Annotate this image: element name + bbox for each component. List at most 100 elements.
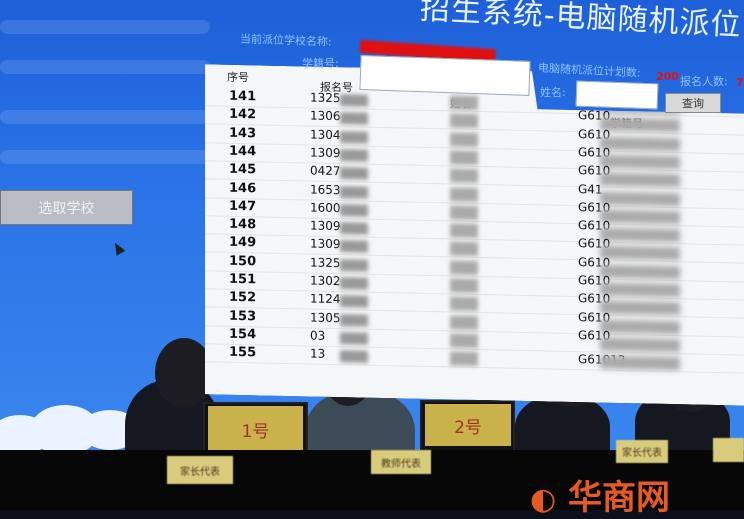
- blurred-sid: [600, 246, 680, 261]
- blurred-reg: [340, 314, 368, 327]
- blurred-reg: [340, 295, 368, 308]
- blurred-reg: [340, 241, 368, 254]
- table-card: 家长代表: [167, 456, 233, 484]
- mouse-cursor-icon: [110, 240, 126, 256]
- row-sid: G41: [578, 181, 603, 197]
- table-card: 教师代表: [371, 450, 431, 474]
- row-reg: 1600: [310, 200, 341, 215]
- row-seq: 154: [229, 326, 257, 343]
- blurred-sid: [600, 337, 680, 352]
- table-card: [713, 438, 744, 462]
- table-card: 家长代表: [616, 440, 668, 463]
- row-seq: 148: [229, 216, 257, 233]
- blurred-sid: [600, 228, 680, 243]
- nameplate-1: 1号: [208, 406, 303, 452]
- blurred-sid: [600, 154, 680, 169]
- blurred-name: [450, 224, 478, 239]
- logo-text: 华商网: [568, 478, 671, 518]
- blurred-name: [450, 150, 478, 165]
- applicants-label: 报名人数:: [680, 75, 728, 88]
- row-seq: 141: [229, 88, 257, 105]
- row-seq: 152: [229, 290, 257, 306]
- row-seq: 144: [229, 143, 257, 160]
- student-id-label: 学籍号:: [302, 57, 339, 70]
- row-seq: 146: [229, 180, 257, 196]
- row-reg: 1309: [310, 145, 341, 161]
- blurred-name: [450, 132, 478, 147]
- row-seq: 153: [229, 308, 257, 324]
- pick-school-button[interactable]: 选取学校: [0, 190, 133, 225]
- nameplate-2: 2号: [425, 404, 511, 446]
- query-button[interactable]: 查询: [665, 93, 721, 113]
- blurred-name: [450, 260, 478, 275]
- row-seq: 143: [229, 125, 257, 141]
- applicants-value: 7: [736, 76, 744, 89]
- row-seq: 149: [229, 235, 257, 251]
- blurred-sid: [600, 283, 680, 298]
- name-input[interactable]: [575, 80, 659, 110]
- plan-label: 电脑随机派位计划数:: [537, 61, 641, 80]
- blurred-sid: [600, 301, 680, 316]
- row-reg: 1302: [310, 273, 341, 289]
- blurred-sid: [600, 118, 680, 133]
- background-stripe: [0, 60, 210, 74]
- app-title: 招生系统-电脑随机派位: [419, 0, 743, 44]
- blurred-name: [450, 95, 478, 110]
- blurred-sid: [600, 191, 680, 206]
- row-seq: 150: [229, 253, 257, 270]
- blurred-reg: [340, 186, 368, 199]
- blurred-reg: [340, 350, 368, 363]
- blurred-sid: [600, 356, 680, 371]
- blurred-name: [450, 352, 478, 367]
- background-stripe: [0, 110, 210, 124]
- result-table: 序号 报名号 姓名 学籍号 141 1325 G610 142 1306 G61…: [205, 64, 744, 405]
- row-reg: 1309: [310, 218, 341, 234]
- row-reg: 1305: [310, 310, 341, 325]
- blurred-reg: [340, 131, 368, 144]
- row-reg: 1325: [310, 255, 341, 270]
- blurred-name: [450, 315, 478, 330]
- row-reg: 1653: [310, 181, 341, 197]
- blurred-sid: [600, 264, 680, 279]
- blurred-reg: [340, 149, 368, 162]
- logo: ◐ 华商网: [530, 478, 671, 518]
- row-reg: 0427: [310, 163, 341, 179]
- blurred-reg: [340, 222, 368, 235]
- blurred-name: [450, 169, 478, 184]
- blurred-reg: [340, 259, 368, 272]
- name-label: 姓名:: [540, 86, 566, 99]
- blurred-sid: [600, 319, 680, 334]
- background-stripe: [0, 20, 210, 34]
- row-seq: 147: [229, 198, 257, 215]
- student-id-input[interactable]: [359, 55, 531, 96]
- person-head: [155, 338, 213, 408]
- background-stripe: [0, 150, 210, 164]
- row-reg: 1306: [310, 108, 341, 124]
- blurred-reg: [340, 204, 368, 217]
- row-reg: 03: [310, 328, 326, 343]
- header-seq: 序号: [227, 70, 249, 85]
- blurred-name: [450, 297, 478, 312]
- plan-value: 200: [656, 70, 679, 83]
- blurred-name: [450, 242, 478, 257]
- blurred-name: [450, 205, 478, 220]
- row-reg: 1325: [310, 90, 341, 106]
- blurred-reg: [340, 277, 368, 290]
- blurred-reg: [340, 332, 368, 345]
- blurred-sid: [600, 136, 680, 151]
- blurred-reg: [340, 112, 368, 125]
- row-seq: 142: [229, 107, 257, 123]
- row-seq: 151: [229, 271, 257, 288]
- projected-screen: 招生系统-电脑随机派位 当前派位学校名称: ████████████████ 学…: [0, 0, 744, 455]
- blurred-sid: [600, 173, 680, 188]
- blurred-reg: [340, 167, 368, 180]
- row-reg: 1309: [310, 236, 341, 252]
- blurred-name: [450, 114, 478, 129]
- blurred-sid: [600, 209, 680, 224]
- row-seq: 145: [229, 161, 257, 178]
- row-reg: 1124: [310, 291, 341, 307]
- row-reg: 13: [310, 346, 326, 361]
- row-reg: 1304: [310, 127, 341, 142]
- blurred-name: [450, 278, 478, 293]
- blurred-reg: [340, 94, 368, 107]
